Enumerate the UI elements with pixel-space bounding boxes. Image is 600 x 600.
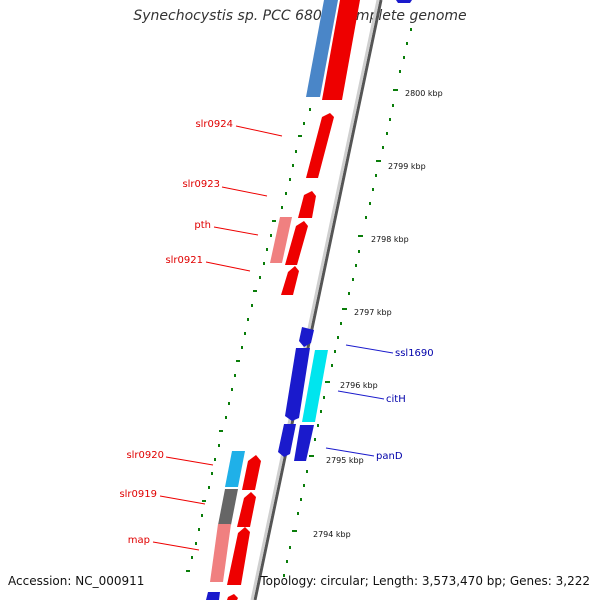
- kbp-label-2796: 2796 kbp: [340, 381, 378, 390]
- genome-backbone-shadow: [253, 0, 383, 600]
- topology-text: Topology: circular; Length: 3,573,470 bp…: [260, 574, 590, 588]
- leader-pth: [213, 226, 259, 236]
- label-slr0924[interactable]: slr0924: [195, 119, 233, 130]
- leader-panD: [325, 447, 375, 457]
- gene-slr0921[interactable]: [281, 266, 299, 295]
- kbp-label-2798: 2798 kbp: [371, 235, 409, 244]
- label-slr0920[interactable]: slr0920: [126, 450, 164, 461]
- gene-citH[interactable]: [302, 350, 328, 422]
- gene-bottom-red[interactable]: [227, 594, 238, 600]
- kbp-label-2800: 2800 kbp: [405, 89, 443, 98]
- label-panD[interactable]: panD: [376, 451, 403, 462]
- gene-slr0919[interactable]: [218, 489, 238, 525]
- gene-red-map-b[interactable]: [227, 527, 250, 585]
- gene-blue-long[interactable]: [285, 348, 310, 421]
- gene-red-slr0919b[interactable]: [237, 492, 256, 527]
- leader-citH: [337, 390, 385, 400]
- label-slr0921[interactable]: slr0921: [165, 255, 203, 266]
- gene-slr0921-a[interactable]: [285, 221, 308, 265]
- gene-map[interactable]: [210, 524, 231, 582]
- gene-blue-c[interactable]: [278, 424, 296, 457]
- label-pth[interactable]: pth: [194, 220, 211, 231]
- leader-map: [152, 541, 200, 551]
- label-slr0923[interactable]: slr0923: [182, 179, 220, 190]
- label-map[interactable]: map: [128, 535, 150, 546]
- kbp-label-2797: 2797 kbp: [354, 308, 392, 317]
- map-title: Synechocystis sp. PCC 6803, complete gen…: [133, 8, 467, 24]
- right-tick-track: [283, 28, 412, 577]
- genome-backbone: [250, 0, 380, 600]
- label-slr0919[interactable]: slr0919: [119, 489, 157, 500]
- reverse-gene-top-small[interactable]: [396, 0, 412, 3]
- kbp-label-2794: 2794 kbp: [313, 530, 351, 539]
- gene-red-slr0920b[interactable]: [242, 455, 261, 490]
- gene-pth: [270, 217, 292, 263]
- leader-slr0919: [159, 495, 206, 505]
- gene-ssl1690-arrow[interactable]: [299, 327, 314, 347]
- label-ssl1690[interactable]: ssl1690: [395, 348, 434, 359]
- label-citH[interactable]: citH: [386, 394, 406, 405]
- kbp-label-2799: 2799 kbp: [388, 162, 426, 171]
- forward-gene-top[interactable]: [322, 0, 360, 100]
- gene-slr0924[interactable]: [306, 113, 334, 178]
- leader-slr0921: [205, 261, 251, 272]
- gene-panD[interactable]: [294, 425, 314, 461]
- leader-slr0923: [221, 186, 268, 197]
- kbp-label-2795: 2795 kbp: [326, 456, 364, 465]
- gene-slr0920[interactable]: [225, 451, 245, 487]
- leader-slr0920: [165, 456, 214, 466]
- accession-text: Accession: NC_000911: [8, 574, 145, 588]
- leader-slr0924: [235, 125, 283, 137]
- leader-ssl1690: [345, 344, 394, 354]
- rna-gene-top[interactable]: [306, 0, 338, 97]
- gene-bottom-blue[interactable]: [206, 592, 220, 600]
- gene-slr0923[interactable]: [298, 191, 316, 218]
